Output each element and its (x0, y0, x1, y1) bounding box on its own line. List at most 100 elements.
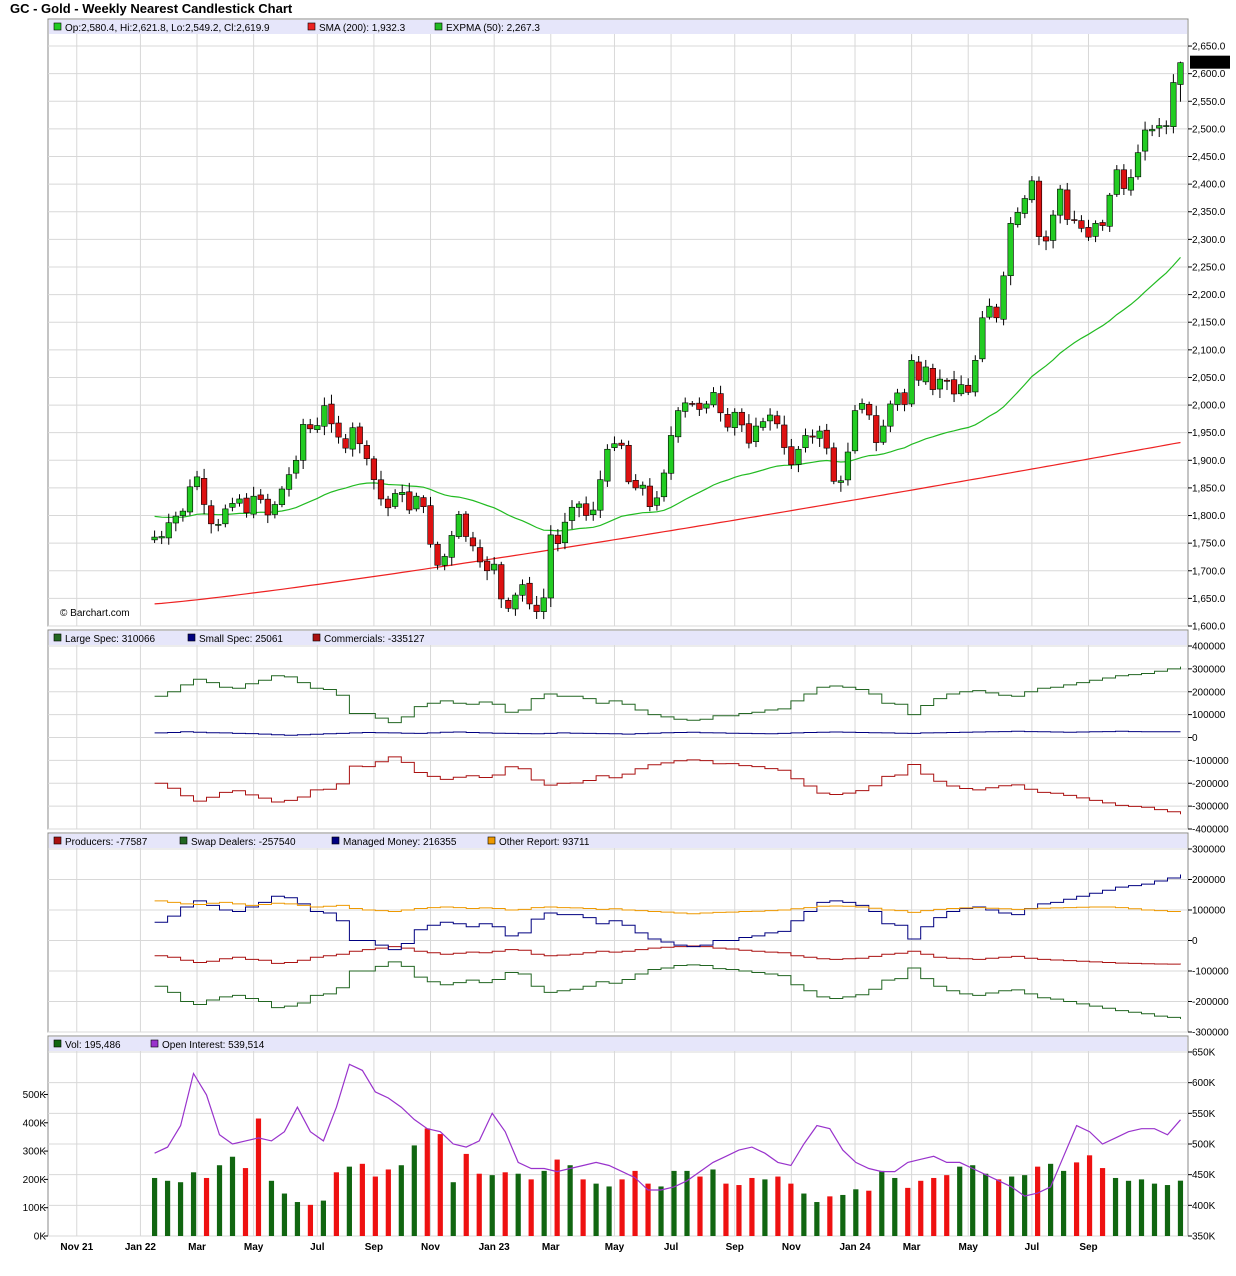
candle (300, 418, 307, 470)
x-tick-label: Sep (1079, 1242, 1097, 1253)
candle (413, 492, 420, 512)
candle-body (172, 515, 179, 524)
candle-body (193, 476, 201, 487)
candle-body (300, 424, 307, 461)
volume-bar (697, 1176, 703, 1236)
candle (802, 428, 809, 453)
y-tick-label-right: 600K (1192, 1078, 1216, 1089)
y-tick-label: 1,650.0 (1192, 594, 1226, 605)
candle (767, 408, 774, 431)
y-tick-label: 300000 (1192, 664, 1226, 675)
candle (1078, 215, 1085, 233)
candle (236, 494, 243, 507)
candle (349, 422, 356, 457)
candle-body (950, 379, 958, 395)
y-tick-label: 2,100.0 (1192, 345, 1226, 356)
candle-body (201, 478, 208, 505)
volume-bar (229, 1156, 236, 1236)
candle-body (257, 494, 264, 500)
candle (1007, 217, 1014, 286)
candle-body (441, 556, 448, 566)
y-tick-label: 2,000.0 (1192, 401, 1226, 412)
candle-body (469, 537, 477, 547)
candle-body (151, 536, 158, 541)
x-tick-label: Nov 21 (60, 1242, 93, 1253)
legend-label: Other Report: 93711 (499, 837, 590, 848)
legend-label: Producers: -77587 (65, 837, 148, 848)
candle (1050, 210, 1057, 249)
candle (462, 511, 469, 542)
volume-bar (892, 1177, 898, 1236)
candle (498, 561, 505, 608)
candle (363, 440, 370, 466)
candle (1028, 176, 1035, 203)
candle-body (1057, 188, 1064, 216)
candle (519, 579, 526, 602)
y-tick-label: -400000 (1192, 825, 1229, 836)
volume-bar (385, 1169, 391, 1236)
volume-bar (567, 1165, 573, 1236)
candle-body (498, 564, 505, 600)
candle-body (929, 368, 936, 390)
open-interest-line (154, 1063, 1181, 1197)
candle-body (639, 484, 646, 489)
y-tick-label: 0 (1192, 936, 1198, 947)
candle-body (632, 480, 639, 489)
y-tick-label-left: 100K (23, 1203, 47, 1214)
candle (795, 446, 802, 473)
volume-bar (645, 1183, 651, 1236)
y-tick-label: 100000 (1192, 906, 1226, 917)
candle (1071, 210, 1078, 224)
candle (639, 481, 646, 496)
candle-body (837, 480, 844, 483)
candle (151, 530, 158, 543)
panel-frame-3 (47, 832, 1189, 1033)
candle-body (1141, 129, 1149, 152)
candle (427, 496, 434, 548)
candle-body (816, 430, 823, 439)
y-tick-label: 300000 (1192, 845, 1226, 856)
volume-bar (1177, 1180, 1184, 1236)
candle-body (158, 536, 165, 539)
candle-body (710, 392, 717, 406)
candle-body (1050, 214, 1057, 241)
candle (420, 495, 427, 514)
candle (469, 531, 477, 552)
candle (335, 415, 342, 444)
x-tick-label: Jul (664, 1242, 679, 1253)
y-tick-label-right: 550K (1192, 1109, 1216, 1120)
candle (696, 397, 703, 416)
candle-body (356, 426, 363, 445)
candle-body (1085, 227, 1092, 238)
candle (858, 398, 866, 414)
candle (1000, 271, 1007, 326)
volume-bar (827, 1196, 833, 1236)
y-tick-label: 100000 (1192, 710, 1226, 721)
candle (370, 455, 378, 490)
volume-bar (1151, 1183, 1158, 1236)
volume-bar (268, 1180, 275, 1236)
candle-body (625, 444, 632, 483)
candle (243, 493, 250, 518)
candle (830, 442, 837, 485)
volume-bar (333, 1172, 339, 1236)
volume-bar (1125, 1180, 1132, 1236)
candle (505, 597, 512, 612)
volume-bar (190, 1172, 197, 1236)
candle-body (936, 378, 944, 390)
volume-bar (177, 1182, 184, 1236)
x-tick-label: Jan 23 (479, 1242, 511, 1253)
volume-bar (1112, 1177, 1119, 1236)
volume-bar (944, 1175, 950, 1236)
y-tick-label: 1,850.0 (1192, 483, 1226, 494)
candle (540, 588, 547, 620)
volume-bar (736, 1185, 742, 1236)
candle (887, 400, 894, 433)
candle-body (413, 495, 420, 510)
candle (193, 470, 201, 491)
candle-body (1170, 82, 1177, 127)
candle (292, 455, 300, 479)
x-tick-label: Sep (726, 1242, 744, 1253)
volume-bar (398, 1165, 404, 1236)
y-tick-label: -200000 (1192, 997, 1229, 1008)
